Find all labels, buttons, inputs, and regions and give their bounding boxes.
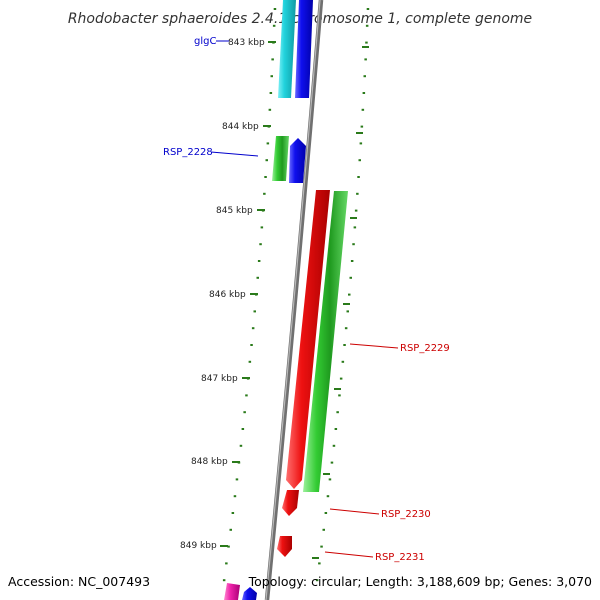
chromosome-backbone	[264, 0, 324, 600]
gene-label-RSP_2228[interactable]: RSP_2228	[163, 147, 213, 158]
gene-RSP_2229-red[interactable]	[286, 190, 330, 489]
scale-dot	[222, 579, 226, 582]
label-leaders	[210, 40, 399, 558]
gene-label-RSP_2230[interactable]: RSP_2230	[381, 509, 431, 520]
kbp-label: 843 kbp	[228, 38, 265, 48]
scale-dot	[365, 24, 369, 27]
scale-dot	[363, 75, 366, 78]
gene-label-glgC[interactable]: glgC	[194, 36, 216, 47]
scale-dot	[263, 192, 266, 195]
scale-dot	[334, 428, 338, 430]
scale-dot	[332, 444, 336, 447]
scale-dot	[365, 41, 368, 44]
scale-dot	[250, 344, 253, 346]
scale-dot	[353, 226, 357, 229]
scale-dot	[350, 260, 354, 262]
scale-dot	[231, 512, 235, 514]
scale-dot	[359, 142, 363, 145]
scale-dot	[241, 428, 245, 430]
gene-arrow-blue-bottom[interactable]	[242, 587, 257, 600]
scale-dot	[330, 461, 334, 464]
scale-dot	[339, 377, 343, 380]
gene-RSP_2231[interactable]	[277, 536, 292, 557]
accession-text: Accession: NC_007493	[8, 574, 150, 589]
scale-dots-left	[222, 8, 277, 582]
scale-dot	[354, 209, 358, 212]
scale-dot	[318, 562, 321, 565]
scale-dot	[320, 545, 323, 548]
scale-dot	[324, 512, 328, 514]
scale-dot	[251, 327, 255, 330]
gene-RSP_2229[interactable]	[303, 191, 348, 492]
topology-text: Topology: circular; Length: 3,188,609 bp…	[248, 574, 592, 589]
scale-dot	[253, 310, 256, 313]
scale-dot	[259, 243, 262, 246]
scale-dot	[360, 125, 364, 128]
scale-dot	[265, 159, 268, 162]
scale-dot	[233, 495, 237, 498]
scale-dot	[336, 411, 339, 414]
kbp-label: 847 kbp	[201, 374, 238, 384]
kbp-label: 849 kbp	[180, 541, 217, 551]
gene-block-green[interactable]	[272, 136, 289, 181]
scale-dot	[269, 92, 273, 94]
scale-dot	[273, 8, 277, 10]
gene-block-magenta[interactable]	[224, 583, 240, 600]
scale-dot	[239, 444, 243, 447]
scale-dot	[227, 545, 230, 548]
scale-dot	[328, 478, 332, 481]
scale-dot	[358, 159, 361, 162]
gene-glgC[interactable]	[278, 0, 296, 98]
scale-dots-right	[315, 8, 370, 582]
kbp-label: 848 kbp	[191, 457, 228, 467]
gene-label-RSP_2229[interactable]: RSP_2229	[400, 343, 450, 354]
scale-dot	[326, 495, 330, 498]
scale-dot	[225, 562, 228, 565]
scale-dot	[235, 478, 239, 481]
scale-dot	[348, 293, 351, 296]
scale-dot	[245, 394, 248, 397]
scale-dot	[229, 528, 232, 531]
scale-dot	[268, 108, 272, 111]
scale-dot	[366, 8, 370, 10]
scale-dot	[270, 75, 273, 78]
gene-RSP_2230[interactable]	[282, 490, 299, 516]
gene-label-RSP_2231[interactable]: RSP_2231	[375, 552, 425, 563]
scale-dot	[346, 310, 349, 313]
gene-block-cyan[interactable]	[278, 0, 296, 98]
scale-dot	[248, 360, 252, 363]
scale-dot	[271, 58, 274, 61]
scale-dot	[315, 579, 319, 582]
chromosome-backbone-highlight	[265, 0, 321, 600]
scale-dot	[343, 344, 346, 346]
right-major-ticks	[312, 46, 369, 559]
scale-dot	[256, 276, 259, 279]
gene-arrow-blue[interactable]	[289, 138, 306, 183]
scale-dot	[322, 528, 325, 531]
scale-dot	[341, 360, 345, 363]
scale-dot	[338, 394, 341, 397]
scale-dot	[264, 176, 267, 178]
scale-dot	[352, 243, 355, 246]
scale-dot	[356, 192, 359, 195]
gene-RSP_2228[interactable]	[272, 136, 289, 181]
scale-dot	[357, 176, 360, 178]
scale-dot	[362, 92, 366, 94]
kbp-label: 844 kbp	[222, 122, 259, 132]
scale-dot	[243, 411, 246, 414]
scale-dot	[272, 24, 276, 27]
scale-dot	[344, 327, 348, 330]
scale-dot	[361, 108, 365, 111]
kbp-label: 846 kbp	[209, 290, 246, 300]
scale-dot	[364, 58, 367, 61]
scale-dot	[257, 260, 261, 262]
gene-block-blue[interactable]	[295, 0, 313, 98]
scale-dot	[349, 276, 352, 279]
kbp-label: 845 kbp	[216, 206, 253, 216]
scale-dot	[260, 226, 264, 229]
kbp-scale: 843 kbp 844 kbp 845 kbp 846 kbp 847 kbp …	[180, 38, 276, 551]
scale-dot	[266, 142, 270, 145]
